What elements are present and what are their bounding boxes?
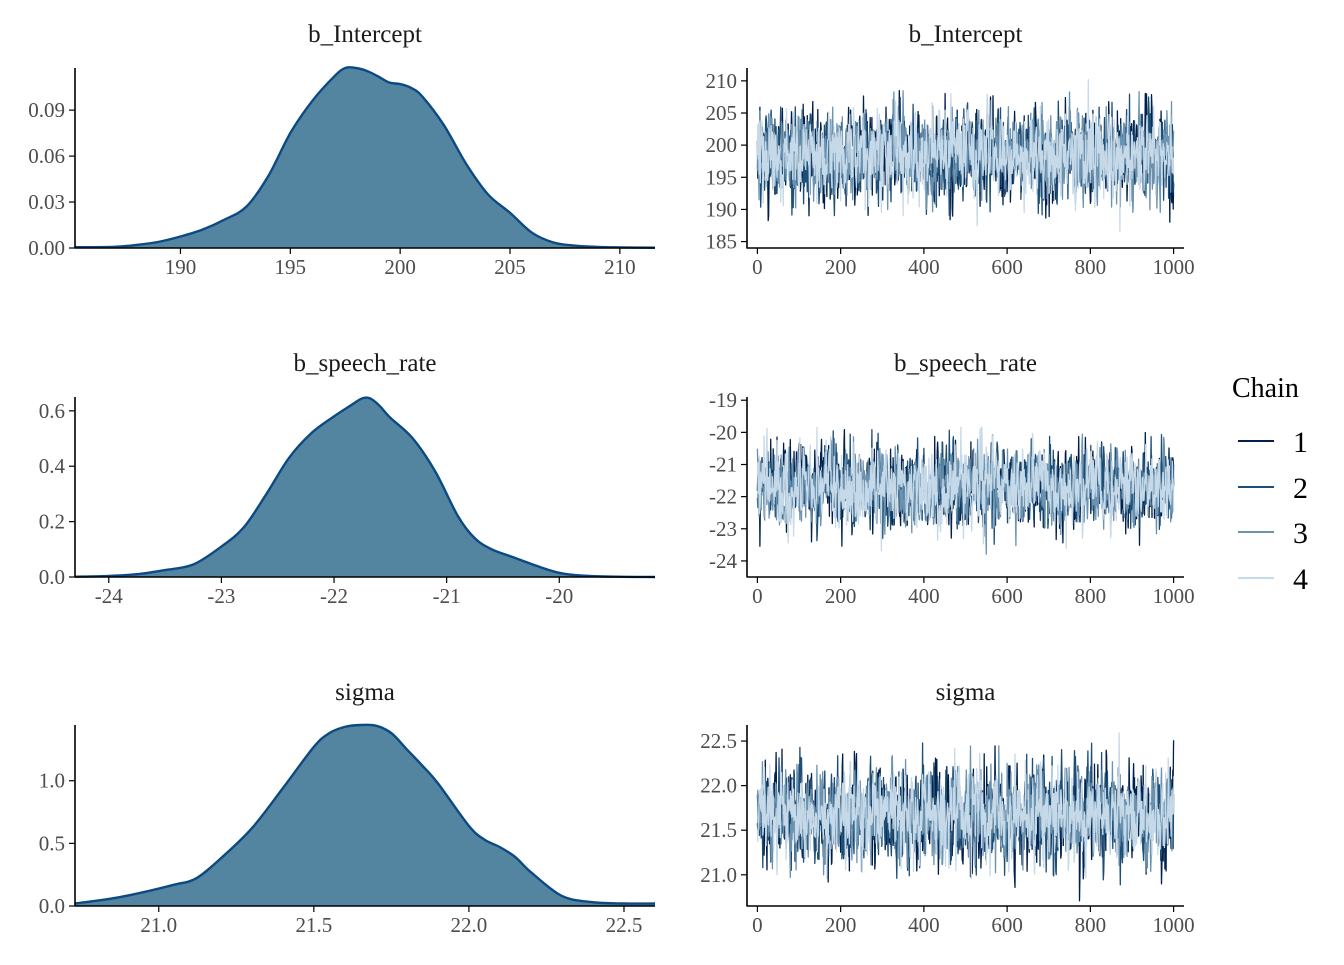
- density-area: [75, 67, 655, 248]
- chain-3-trace: [756, 433, 1175, 555]
- x-tick-label: 600: [991, 584, 1023, 608]
- y-tick-label: 200: [706, 133, 738, 157]
- x-tick-label: 0: [752, 913, 763, 937]
- x-tick-label: 200: [825, 584, 857, 608]
- legend-title: Chain: [1232, 373, 1299, 404]
- legend-label-chain-3: 3: [1293, 517, 1308, 550]
- y-tick-label: 21.5: [700, 818, 737, 842]
- y-tick-label: 0.06: [28, 144, 65, 168]
- panel-title: b_Intercept: [909, 21, 1023, 48]
- y-tick-label: 0.00: [28, 236, 65, 260]
- y-tick-label: -22: [709, 485, 737, 509]
- y-tick-label: 0.03: [28, 190, 65, 214]
- x-tick-label: -22: [320, 584, 348, 608]
- y-tick-label: 0.09: [28, 98, 65, 122]
- panel-title: sigma: [936, 679, 996, 706]
- chain-4-trace: [756, 732, 1175, 880]
- y-tick-label: 22.5: [700, 729, 737, 753]
- x-tick-label: -23: [207, 584, 235, 608]
- x-tick-label: 600: [991, 255, 1023, 279]
- density-panel-sigma: sigma 21.0 21.5 22.0 22.5 0.0 0.5 1.0: [39, 679, 656, 937]
- density-panel-b_speech_rate: b_speech_rate -24 -23 -22 -21 -20 0.0 0.2 0.4 0.6: [39, 350, 656, 608]
- y-tick-label: 210: [706, 69, 738, 93]
- x-tick-label: 400: [908, 584, 940, 608]
- x-tick-label: 400: [908, 255, 940, 279]
- y-tick-label: 205: [706, 101, 738, 125]
- panel-title: b_speech_rate: [294, 350, 437, 377]
- y-tick-label: -20: [709, 420, 737, 444]
- y-tick-label: 190: [706, 197, 738, 221]
- density-area: [75, 724, 655, 906]
- trace-panel-sigma: sigma 0 200 400 600 800 1000 21.0 21.5 22.0 22.5: [700, 679, 1194, 937]
- y-tick-label: -19: [709, 388, 737, 412]
- panel-title: b_Intercept: [308, 21, 422, 48]
- y-tick-label: 0.2: [39, 510, 65, 534]
- x-tick-label: 800: [1075, 584, 1107, 608]
- x-tick-label: 200: [384, 255, 416, 279]
- x-tick-label: 205: [494, 255, 526, 279]
- x-tick-label: 600: [991, 913, 1023, 937]
- legend-label-chain-4: 4: [1293, 563, 1308, 596]
- chain-4-trace: [756, 79, 1175, 233]
- trace-panel-b_Intercept: b_Intercept 0 200 400 600 800 1000 185 190 195 200…: [706, 21, 1195, 279]
- y-tick-label: 0.6: [39, 399, 65, 423]
- density-panel-b_Intercept: b_Intercept 190 195 200 205 210 0.00 0.03 0.06 0.…: [28, 21, 656, 279]
- x-tick-label: 200: [825, 913, 857, 937]
- x-tick-label: 0: [752, 584, 763, 608]
- chain-4-trace: [756, 426, 1175, 552]
- x-tick-label: 800: [1075, 913, 1107, 937]
- x-tick-label: 400: [908, 913, 940, 937]
- x-tick-label: 210: [604, 255, 636, 279]
- trace-panel-b_speech_rate: b_speech_rate 0 200 400 600 800 1000 -24 -23 -22 -…: [709, 350, 1195, 608]
- y-tick-label: 22.0: [700, 774, 737, 798]
- y-tick-label: 195: [706, 165, 738, 189]
- y-tick-label: 0.0: [39, 894, 65, 918]
- y-tick-label: 1.0: [39, 769, 65, 793]
- density-curve: [74, 396, 656, 579]
- legend-label-chain-1: 1: [1293, 426, 1308, 459]
- panel-title: b_speech_rate: [894, 350, 1037, 377]
- legend-label-chain-2: 2: [1293, 472, 1308, 505]
- y-tick-label: 0.4: [39, 454, 66, 478]
- x-tick-label: -21: [433, 584, 461, 608]
- density-curve: [74, 66, 656, 249]
- y-tick-label: -23: [709, 517, 737, 541]
- x-tick-label: -20: [545, 584, 573, 608]
- y-tick-label: -21: [709, 453, 737, 477]
- x-tick-label: 1000: [1153, 913, 1195, 937]
- y-tick-label: 0.5: [39, 831, 65, 855]
- y-tick-label: 0.0: [39, 565, 65, 589]
- y-tick-label: 185: [706, 230, 738, 254]
- density-curve: [74, 723, 656, 905]
- x-tick-label: 195: [275, 255, 307, 279]
- x-tick-label: 0: [752, 255, 763, 279]
- y-tick-label: -24: [709, 549, 737, 573]
- x-tick-label: 21.5: [295, 913, 332, 937]
- y-tick-label: 21.0: [700, 863, 737, 887]
- x-tick-label: 800: [1075, 255, 1107, 279]
- x-tick-label: 22.5: [606, 913, 643, 937]
- x-tick-label: 1000: [1153, 255, 1195, 279]
- x-tick-label: 1000: [1153, 584, 1195, 608]
- density-area: [75, 397, 655, 577]
- legend: Chain 1 2 3 4: [1232, 373, 1308, 596]
- x-tick-label: 21.0: [140, 913, 177, 937]
- x-tick-label: -24: [95, 584, 123, 608]
- panel-title: sigma: [335, 679, 395, 706]
- x-tick-label: 22.0: [451, 913, 488, 937]
- x-tick-label: 200: [825, 255, 857, 279]
- x-tick-label: 190: [165, 255, 197, 279]
